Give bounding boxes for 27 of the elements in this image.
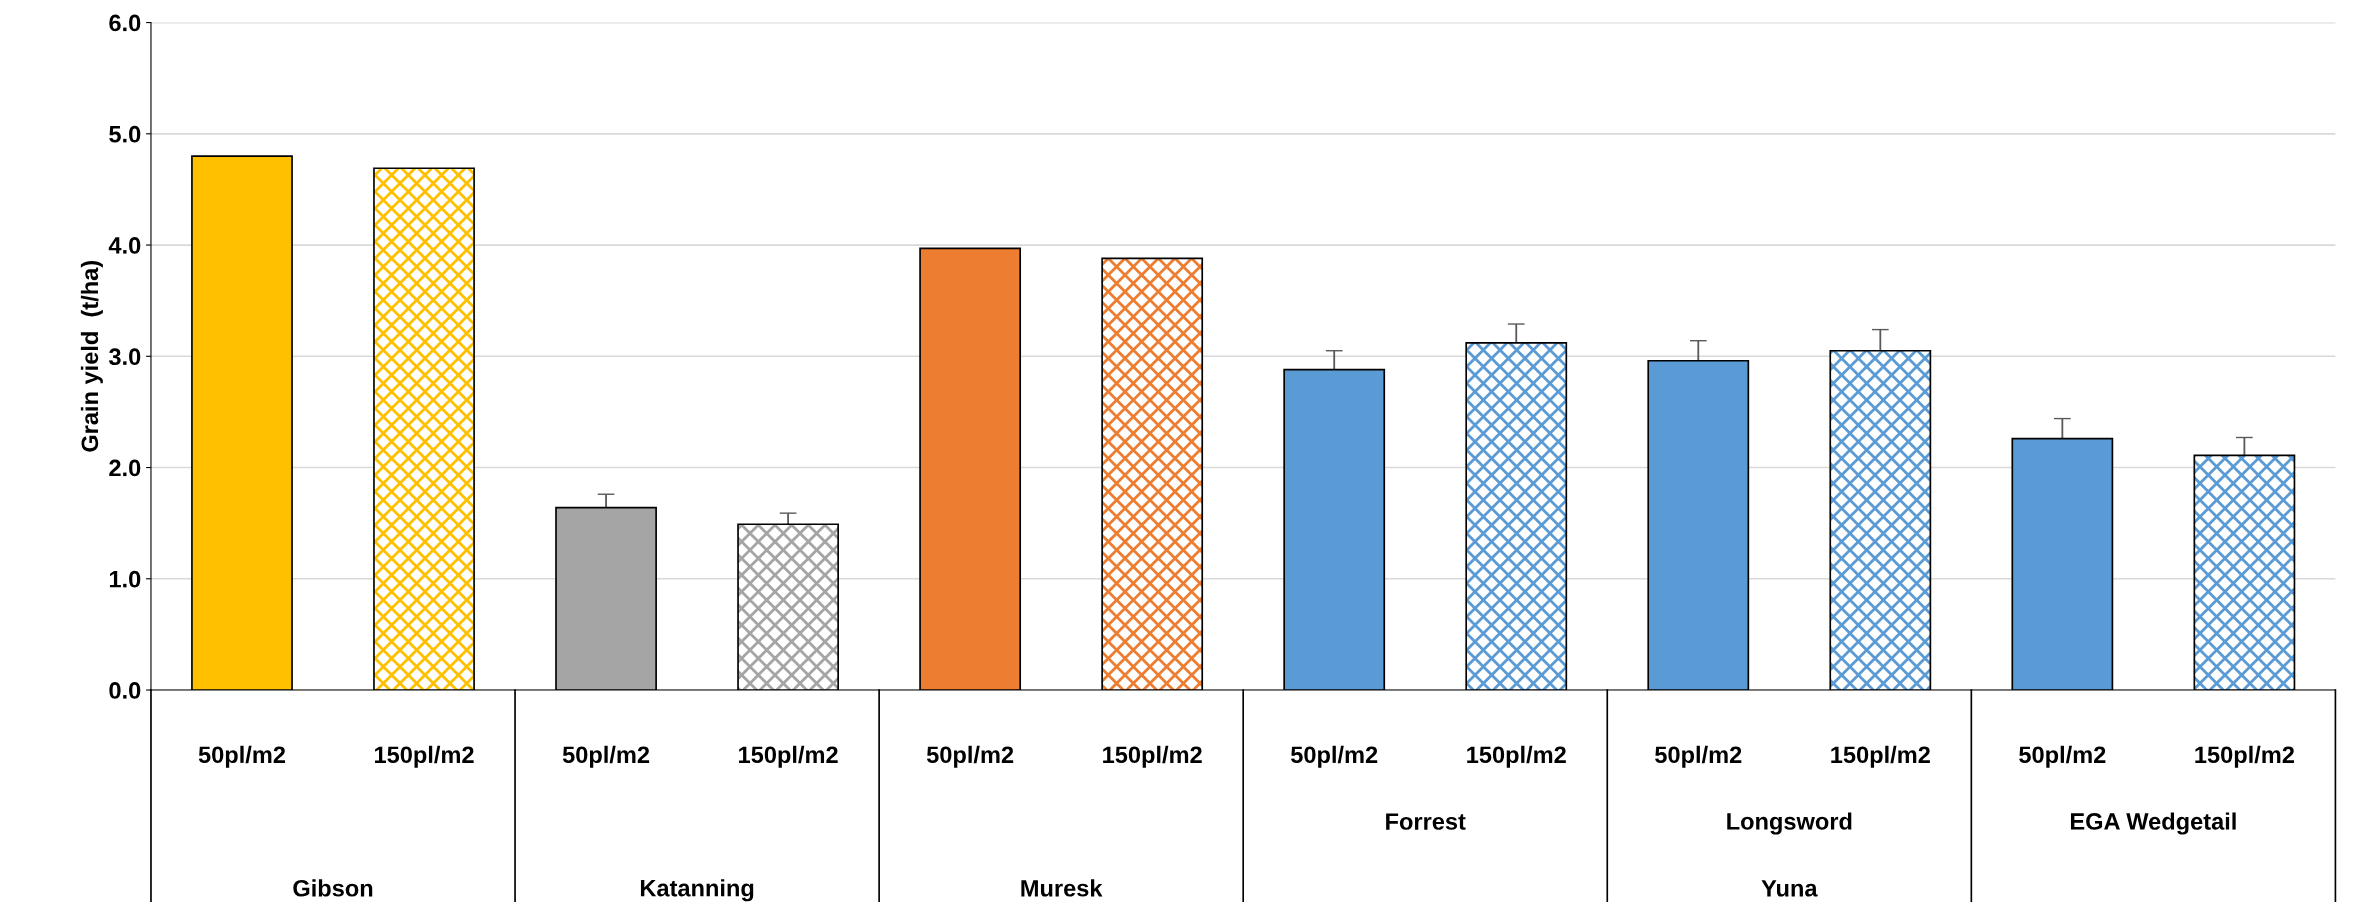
text: Longsword	[1727, 812, 1852, 835]
y-tick-label: 2.0	[109, 459, 141, 477]
y-axis-title: Grain yield (t/ha)	[80, 261, 103, 452]
y-tick-label: 3.0	[108, 348, 141, 366]
x-tick-label: 50pl/m2	[2019, 745, 2106, 768]
y-tick-label: 5.0	[109, 125, 141, 143]
x-tick-label: 50pl/m2	[1290, 745, 1378, 768]
text: EGA Wedgetail	[2070, 812, 2236, 835]
text: Yuna	[1761, 880, 1818, 897]
y-tick-label: 0.0	[109, 682, 141, 699]
y-tick-label: 6.0	[109, 14, 141, 32]
text: Gibson	[293, 879, 373, 897]
text: Forrest	[1386, 813, 1466, 830]
text: Muresk	[1021, 879, 1103, 897]
x-tick-label: 150pl/m2	[374, 745, 474, 768]
x-tick-label: 150pl/m2	[739, 745, 838, 768]
x-tick-label: 150pl/m2	[2195, 745, 2294, 768]
x-tick-label: 150pl/m2	[1467, 745, 1566, 768]
x-tick-label: 50pl/m2	[926, 745, 1014, 768]
x-tick-label: 50pl/m2	[198, 745, 286, 768]
y-tick-label: 4.0	[108, 237, 141, 254]
x-tick-label: 50pl/m2	[1655, 745, 1742, 768]
x-tick-label: 150pl/m2	[1831, 745, 1930, 768]
x-tick-label: 150pl/m2	[1103, 745, 1202, 768]
x-tick-label: 50pl/m2	[562, 745, 650, 768]
text: Katanning	[640, 879, 754, 902]
y-tick-label: 1.0	[109, 570, 141, 588]
